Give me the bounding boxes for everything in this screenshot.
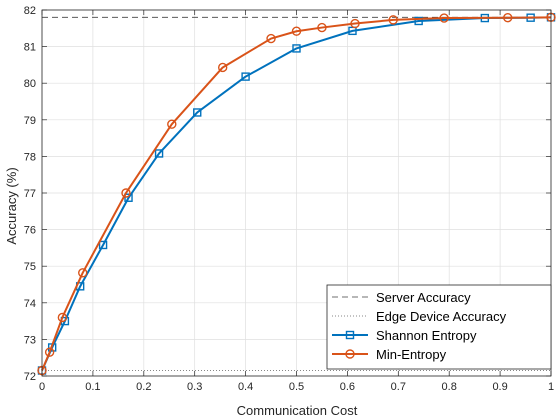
series-line-shannon-entropy xyxy=(41,16,552,371)
x-tick-label: 0 xyxy=(39,381,45,393)
data-point-min-entropy xyxy=(266,33,276,44)
data-point-min-entropy xyxy=(388,15,398,25)
plot-frame xyxy=(41,9,552,377)
x-tick-label: 0.7 xyxy=(391,381,406,393)
legend: Server Accuracy Edge Device Accuracy Sha… xyxy=(326,284,552,370)
y-tick-label: 77 xyxy=(24,188,36,200)
y-tick-label: 76 xyxy=(24,225,36,237)
x-tick-label: 0.1 xyxy=(85,381,100,393)
legend-label-min-entropy: Min-Entropy xyxy=(376,347,447,362)
legend-label-edge-device-accuracy: Edge Device Accuracy xyxy=(376,309,507,324)
y-tick-label: 82 xyxy=(24,5,36,17)
data-point-min-entropy xyxy=(167,119,177,129)
data-point-min-entropy xyxy=(350,18,360,29)
data-point-shannon-entropy xyxy=(124,193,133,202)
x-tick-label: 0.9 xyxy=(492,381,507,393)
legend-marker-min-entropy xyxy=(345,349,355,359)
y-tick-label: 72 xyxy=(24,371,36,383)
legend-marker-shannon-entropy xyxy=(345,330,355,340)
tick-labels: 0 0.1 0.2 0.3 0.4 0.5 0.6 0.7 0.8 0.9 1 72 73 74 75 76 7… xyxy=(24,5,554,393)
x-tick-label: 0.6 xyxy=(340,381,355,393)
y-tick-label: 73 xyxy=(24,334,36,346)
data-point-min-entropy xyxy=(503,12,513,23)
data-point-min-entropy xyxy=(439,13,449,23)
data-point-shannon-entropy xyxy=(98,240,108,250)
y-tick-label: 75 xyxy=(24,261,36,273)
y-tick-label: 80 xyxy=(24,78,36,90)
data-point-shannon-entropy xyxy=(154,149,164,158)
legend-label-server-accuracy: Server Accuracy xyxy=(376,290,471,305)
data-point-shannon-entropy xyxy=(414,16,423,26)
data-point-min-entropy xyxy=(317,22,327,33)
data-point-min-entropy xyxy=(121,188,131,198)
x-axis-title: Communication Cost xyxy=(237,403,358,418)
data-point-min-entropy xyxy=(217,62,228,73)
y-tick-label: 78 xyxy=(24,151,36,163)
data-point-min-entropy xyxy=(78,268,88,278)
y-axis-title: Accuracy (%) xyxy=(4,167,19,244)
series-layer xyxy=(37,12,556,376)
legend-label-shannon-entropy: Shannon Entropy xyxy=(376,328,477,343)
data-point-min-entropy xyxy=(44,347,55,357)
x-tick-label: 1 xyxy=(548,381,554,393)
data-point-shannon-entropy xyxy=(193,108,202,117)
x-tick-label: 0.8 xyxy=(442,381,457,393)
x-tick-label: 0.4 xyxy=(238,381,253,393)
x-tick-label: 0.2 xyxy=(136,381,151,393)
axes xyxy=(41,9,552,377)
data-point-shannon-entropy xyxy=(292,44,301,53)
y-tick-label: 74 xyxy=(24,298,36,310)
data-point-min-entropy xyxy=(291,26,302,36)
x-tick-label: 0.5 xyxy=(289,381,304,393)
y-tick-label: 81 xyxy=(24,42,36,54)
data-point-shannon-entropy xyxy=(241,72,250,81)
series-line-min-entropy xyxy=(41,16,552,371)
data-point-min-entropy xyxy=(57,312,68,323)
y-tick-label: 79 xyxy=(24,115,36,127)
x-tick-label: 0.3 xyxy=(187,381,202,393)
